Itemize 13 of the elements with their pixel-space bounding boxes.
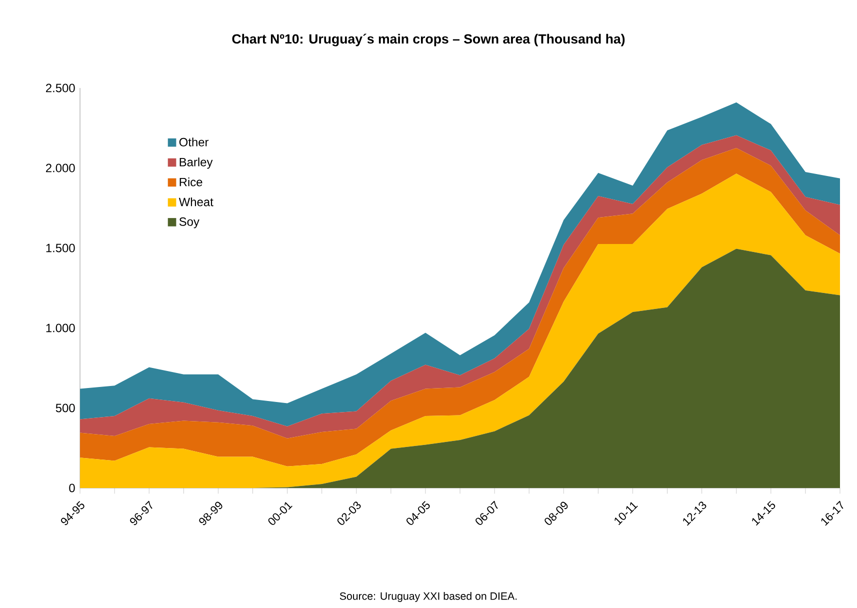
legend-label: Soy xyxy=(179,217,200,228)
y-tick-label: 500 xyxy=(56,404,75,412)
y-tick-label: 1.500 xyxy=(46,244,75,252)
legend-label: Rice xyxy=(180,178,202,186)
y-tick-label: 1.000 xyxy=(46,324,75,332)
legend-label: Barley xyxy=(180,158,213,169)
y-tick-label: 2.500 xyxy=(46,84,75,92)
y-tick-label: 2.000 xyxy=(46,164,75,172)
legend-label: Other xyxy=(179,138,209,146)
legend-label: Wheat xyxy=(178,197,214,206)
y-tick-label: 0 xyxy=(69,484,75,492)
source-note: Source: Uruguay XXI based on DIEA. xyxy=(340,592,517,602)
chart-title: Chart Nº10: Uruguay´s main crops – Sown area (Thousand ha) xyxy=(232,34,625,46)
